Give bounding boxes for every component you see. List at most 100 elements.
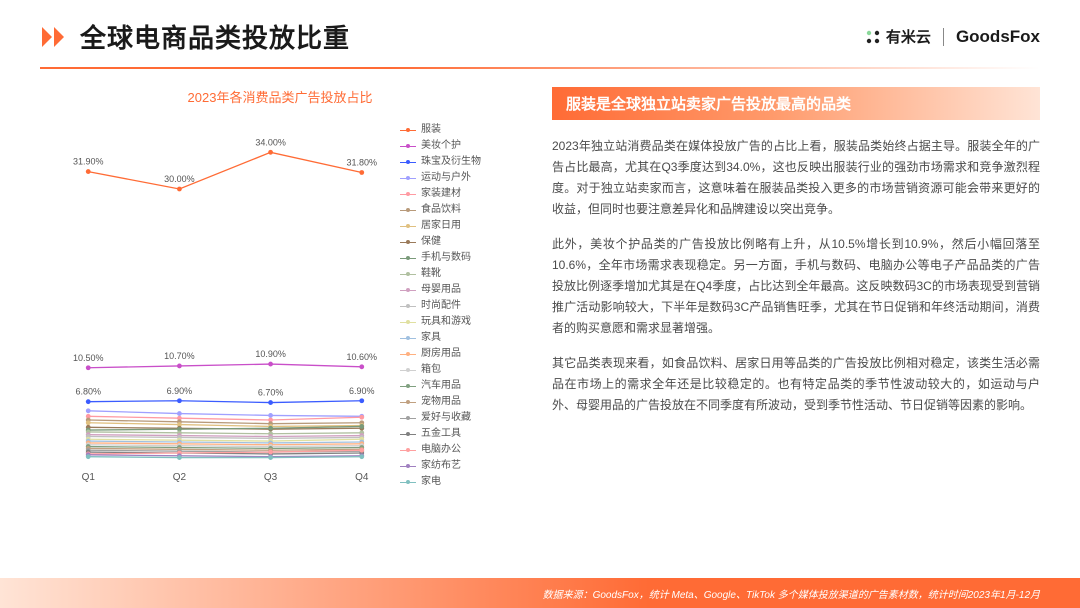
legend-label: 珠宝及衍生物: [421, 154, 481, 170]
svg-text:Q4: Q4: [355, 472, 369, 483]
legend-label: 箱包: [421, 362, 441, 378]
legend-label: 玩具和游戏: [421, 314, 471, 330]
footer-text: 数据来源：GoodsFox，统计 Meta、Google、TikTok 多个媒体…: [543, 586, 1040, 601]
svg-text:10.90%: 10.90%: [255, 349, 286, 359]
legend-item: 服装: [400, 122, 481, 138]
youmi-icon: [864, 28, 882, 46]
svg-text:31.90%: 31.90%: [73, 157, 104, 167]
svg-text:10.60%: 10.60%: [346, 352, 377, 362]
legend-label: 汽车用品: [421, 378, 461, 394]
legend-marker: [400, 434, 416, 435]
legend-marker: [400, 290, 416, 291]
legend-item: 汽车用品: [400, 378, 481, 394]
legend-label: 手机与数码: [421, 250, 471, 266]
svg-text:31.80%: 31.80%: [346, 158, 377, 168]
legend-item: 电脑办公: [400, 442, 481, 458]
page-title: 全球电商品类投放比重: [80, 18, 350, 55]
header-brands: 有米云 GoodsFox: [864, 26, 1040, 47]
legend-item: 五金工具: [400, 426, 481, 442]
legend-label: 食品饮料: [421, 202, 461, 218]
legend-label: 鞋靴: [421, 266, 441, 282]
legend-marker: [400, 146, 416, 147]
chart-title: 2023年各消费品类广告投放占比: [40, 87, 520, 106]
legend-item: 家电: [400, 474, 481, 490]
highlight-bar: 服装是全球独立站卖家广告投放最高的品类: [552, 87, 1040, 120]
legend-item: 家纺布艺: [400, 458, 481, 474]
chart-legend: 服装美妆个护珠宝及衍生物运动与户外家装建材食品饮料居家日用保健手机与数码鞋靴母婴…: [400, 114, 481, 494]
legend-marker: [400, 482, 416, 483]
legend-label: 宠物用品: [421, 394, 461, 410]
legend-label: 居家日用: [421, 218, 461, 234]
legend-item: 珠宝及衍生物: [400, 154, 481, 170]
legend-label: 家装建材: [421, 186, 461, 202]
legend-label: 母婴用品: [421, 282, 461, 298]
legend-item: 美妆个护: [400, 138, 481, 154]
svg-text:6.80%: 6.80%: [75, 387, 101, 397]
legend-label: 美妆个护: [421, 138, 461, 154]
legend-item: 时尚配件: [400, 298, 481, 314]
chart-wrap: Q1 Q2 Q3 Q4 31.90% 30.00% 34.00% 31.80% 10.50% 10…: [40, 114, 520, 494]
svg-text:Q1: Q1: [82, 472, 96, 483]
legend-marker: [400, 418, 416, 419]
legend-marker: [400, 466, 416, 467]
body-paragraph: 2023年独立站消费品类在媒体投放广告的占比上看，服装品类始终占据主导。服装全年…: [552, 136, 1040, 220]
brand-goodsfox: GoodsFox: [956, 27, 1040, 47]
legend-label: 五金工具: [421, 426, 461, 442]
legend-item: 爱好与收藏: [400, 410, 481, 426]
legend-label: 电脑办公: [421, 442, 461, 458]
legend-marker: [400, 402, 416, 403]
svg-text:6.70%: 6.70%: [258, 388, 284, 398]
legend-item: 家装建材: [400, 186, 481, 202]
legend-label: 家纺布艺: [421, 458, 461, 474]
legend-item: 运动与户外: [400, 170, 481, 186]
legend-marker: [400, 226, 416, 227]
svg-text:6.90%: 6.90%: [349, 386, 375, 396]
legend-marker: [400, 354, 416, 355]
svg-text:30.00%: 30.00%: [164, 174, 195, 184]
legend-label: 服装: [421, 122, 441, 138]
svg-text:34.00%: 34.00%: [255, 137, 286, 147]
header: 全球电商品类投放比重 有米云 GoodsFox: [0, 0, 1080, 63]
legend-marker: [400, 242, 416, 243]
legend-marker: [400, 450, 416, 451]
body-text: 2023年独立站消费品类在媒体投放广告的占比上看，服装品类始终占据主导。服装全年…: [552, 136, 1040, 416]
legend-marker: [400, 322, 416, 323]
legend-item: 母婴用品: [400, 282, 481, 298]
legend-label: 时尚配件: [421, 298, 461, 314]
left-panel: 2023年各消费品类广告投放占比 Q1 Q2 Q3 Q4 31.90% 30.00% 34.…: [40, 87, 520, 494]
legend-marker: [400, 274, 416, 275]
legend-marker: [400, 162, 416, 163]
legend-item: 箱包: [400, 362, 481, 378]
brand-youmi-label: 有米云: [886, 26, 931, 47]
legend-marker: [400, 130, 416, 131]
legend-item: 保健: [400, 234, 481, 250]
svg-text:10.70%: 10.70%: [164, 351, 195, 361]
legend-label: 家电: [421, 474, 441, 490]
legend-marker: [400, 258, 416, 259]
legend-item: 厨房用品: [400, 346, 481, 362]
footer: 数据来源：GoodsFox，统计 Meta、Google、TikTok 多个媒体…: [0, 578, 1080, 608]
legend-label: 保健: [421, 234, 441, 250]
legend-item: 居家日用: [400, 218, 481, 234]
legend-marker: [400, 178, 416, 179]
legend-marker: [400, 210, 416, 211]
body-paragraph: 此外，美妆个护品类的广告投放比例略有上升，从10.5%增长到10.9%，然后小幅…: [552, 234, 1040, 339]
legend-label: 家具: [421, 330, 441, 346]
legend-item: 食品饮料: [400, 202, 481, 218]
svg-text:Q3: Q3: [264, 472, 278, 483]
content: 2023年各消费品类广告投放占比 Q1 Q2 Q3 Q4 31.90% 30.00% 34.…: [0, 69, 1080, 494]
logo-icon: [40, 23, 68, 51]
svg-text:10.50%: 10.50%: [73, 353, 104, 363]
legend-label: 运动与户外: [421, 170, 471, 186]
legend-label: 厨房用品: [421, 346, 461, 362]
right-panel: 服装是全球独立站卖家广告投放最高的品类 2023年独立站消费品类在媒体投放广告的…: [552, 87, 1040, 494]
brand-divider: [943, 28, 944, 46]
legend-item: 玩具和游戏: [400, 314, 481, 330]
legend-item: 鞋靴: [400, 266, 481, 282]
svg-text:Q2: Q2: [173, 472, 187, 483]
legend-marker: [400, 338, 416, 339]
legend-label: 爱好与收藏: [421, 410, 471, 426]
legend-item: 宠物用品: [400, 394, 481, 410]
legend-item: 手机与数码: [400, 250, 481, 266]
line-chart: Q1 Q2 Q3 Q4 31.90% 30.00% 34.00% 31.80% 10.50% 10…: [40, 114, 400, 494]
